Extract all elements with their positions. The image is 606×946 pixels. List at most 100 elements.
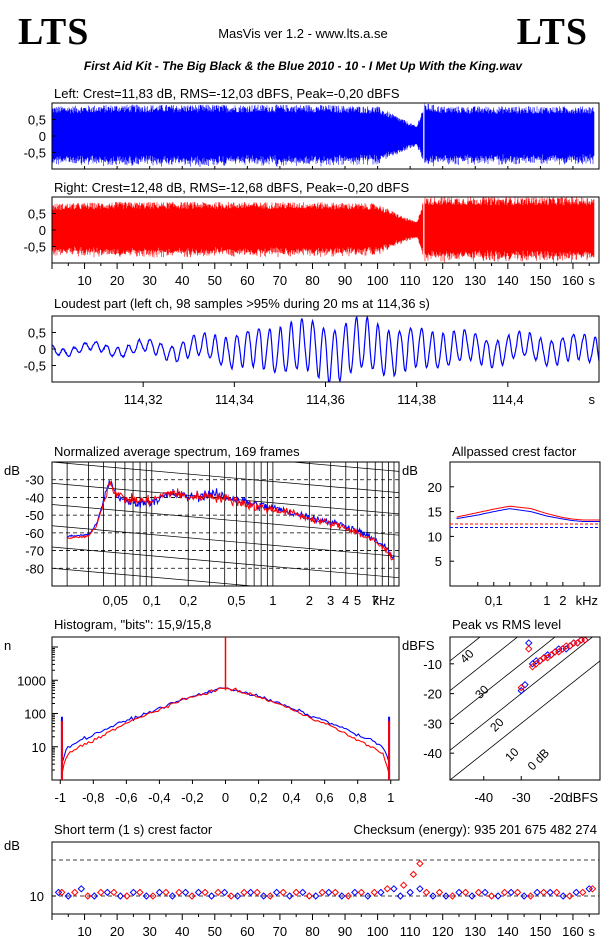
short-term-crest-point-0-38 (533, 888, 541, 897)
short-term-crest-xtick-label-14: 150 (530, 924, 552, 939)
peak-vs-rms-diagonals (450, 637, 600, 780)
short-term-crest-xtick-label-4: 50 (208, 924, 222, 939)
histogram-xtick-label-3: -0,4 (148, 790, 170, 805)
histogram-xtick-label-4: -0,2 (181, 790, 203, 805)
allpassed-crest-xlabel: kHz (576, 593, 598, 608)
short-term-crest-xtick-label-8: 90 (338, 924, 352, 939)
right-waveform-xtick-label-9: 100 (367, 273, 389, 288)
peak-vs-rms-point-1-9 (555, 648, 563, 656)
right-waveform-xtick-label-1: 20 (110, 273, 124, 288)
short-term-crest-point-0-24 (364, 892, 372, 900)
spectrum-xtick-label-3: 0,5 (227, 593, 245, 608)
right-waveform-xtick-label-11: 120 (432, 273, 454, 288)
right-waveform-series (52, 197, 595, 263)
short-term-crest-point-0-35 (494, 892, 502, 900)
right-waveform-xtick-label-7: 80 (305, 273, 319, 288)
short-term-crest-point-1-40 (565, 892, 574, 900)
short-term-crest-point-0-14 (233, 892, 242, 900)
short-term-crest-point-0-20 (312, 892, 320, 900)
short-term-crest-point-1-8 (162, 888, 170, 897)
short-term-crest-point-1-6 (136, 888, 144, 897)
spectrum-ytick-label-2: -50 (25, 508, 44, 523)
short-term-crest-point-0-18 (285, 892, 294, 900)
right-waveform-xtick-label-10: 110 (400, 273, 421, 288)
histogram-xtick-label-9: 0,8 (349, 790, 367, 805)
spectrum-ytick-label-0: -30 (25, 473, 44, 488)
short-term-crest-point-0-15 (246, 888, 255, 897)
right-waveform-xtick-label-4: 50 (208, 273, 222, 288)
histogram-ylabel: n (4, 638, 11, 653)
peak-vs-rms-point-1-14 (573, 639, 582, 647)
short-term-crest-point-1-28 (416, 859, 424, 868)
short-term-crest-point-1-39 (552, 888, 561, 897)
short-term-crest-point-1-26 (399, 881, 408, 889)
short-term-crest-point-1-15 (253, 888, 261, 897)
spectrum-xtick-label-8: 5 (354, 593, 361, 608)
spectrum-xlabel: kHz (373, 593, 395, 608)
peak-vs-rms-point-1-12 (566, 642, 574, 650)
peak-vs-rms-diag-label-3: 10 (502, 745, 522, 765)
spectrum-title: Normalized average spectrum, 169 frames (54, 444, 300, 459)
spectrum-ylabel: dB (4, 463, 20, 478)
right-waveform-xtick-label-5: 60 (240, 273, 254, 288)
peak-vs-rms-ytick-label-0: -10 (423, 657, 442, 672)
logo-left: LTS (18, 11, 90, 53)
spectrum-diag-7 (288, 462, 399, 472)
peak-vs-rms-ytick-label-1: -20 (423, 687, 442, 702)
app-title: MasVis ver 1.2 - www.lts.a.se (218, 26, 388, 41)
short-term-crest-point-1-9 (175, 888, 183, 897)
short-term-crest-point-1-2 (84, 892, 92, 900)
short-term-crest-point-0-39 (546, 888, 554, 897)
loudest-part-xtick-label-1: 114,34 (215, 392, 254, 407)
histogram-xtick-label-8: 0,6 (316, 790, 334, 805)
short-term-crest-point-0-30 (429, 892, 437, 900)
histogram-xtick-label-7: 0,4 (283, 790, 301, 805)
short-term-crest-point-1-31 (448, 892, 457, 900)
spectrum-diag-1 (52, 567, 257, 586)
allpassed-crest-ytick-label-3: 5 (435, 554, 442, 569)
short-term-crest-point-0-0 (54, 888, 63, 897)
spectrum-xtick-label-0: 0,05 (103, 593, 128, 608)
short-term-crest-frame (51, 841, 600, 915)
short-term-crest-point-0-5 (116, 892, 125, 900)
short-term-crest-point-0-11 (194, 888, 203, 897)
right-waveform-xtick-label-14: 150 (530, 273, 552, 288)
short-term-crest-point-1-30 (435, 888, 444, 897)
short-term-crest-point-1-10 (188, 892, 196, 900)
short-term-crest-point-1-23 (357, 888, 366, 897)
peak-vs-rms-point-1-16 (581, 637, 589, 644)
short-term-crest-point-1-14 (240, 888, 248, 897)
short-term-crest-point-1-18 (292, 888, 300, 897)
short-term-crest-point-1-19 (305, 892, 313, 900)
spectrum-xtick-label-1: 0,1 (143, 593, 161, 608)
peak-vs-rms-point-1-3 (532, 660, 540, 668)
short-term-crest-point-0-23 (351, 888, 359, 897)
short-term-crest-point-0-32 (455, 888, 463, 897)
short-term-crest-point-1-16 (266, 892, 274, 900)
short-term-crest-point-1-33 (474, 888, 483, 897)
right-waveform-ytick-label-0: 0,5 (28, 207, 46, 222)
short-term-crest-xtick-label-13: 140 (497, 924, 519, 939)
right-waveform-title: Right: Crest=12,48 dB, RMS=-12,68 dBFS, … (54, 180, 409, 195)
loudest-part-title: Loudest part (left ch, 98 samples >95% d… (54, 296, 430, 311)
left-waveform-series (52, 103, 595, 169)
peak-vs-rms-diag-1 (450, 637, 519, 692)
short-term-crest-xtick-label-7: 80 (305, 924, 319, 939)
short-term-crest-point-0-33 (468, 892, 476, 900)
short-term-crest-point-0-42 (585, 885, 593, 893)
short-term-crest-point-1-20 (318, 888, 326, 897)
right-waveform-xtick-label-15: 160 (562, 273, 584, 288)
right-waveform-waveform-trace (52, 197, 595, 263)
peak-vs-rms-ylabel: dBFS (402, 638, 435, 653)
right-waveform-xtick-label-6: 70 (273, 273, 287, 288)
peak-vs-rms-point-1-6 (543, 654, 552, 662)
short-term-crest-ylabel: dB (4, 838, 20, 853)
histogram-ytick-label-0: 1000 (17, 673, 46, 688)
file-title: First Aid Kit - The Big Black & the Blue… (83, 59, 523, 73)
peak-vs-rms-xtick-label-1: -30 (512, 790, 531, 805)
short-term-crest-point-1-37 (526, 892, 535, 900)
loudest-part-trace (52, 316, 599, 382)
histogram-series-0 (61, 687, 390, 765)
peak-vs-rms-xtick-label-0: -40 (474, 790, 493, 805)
